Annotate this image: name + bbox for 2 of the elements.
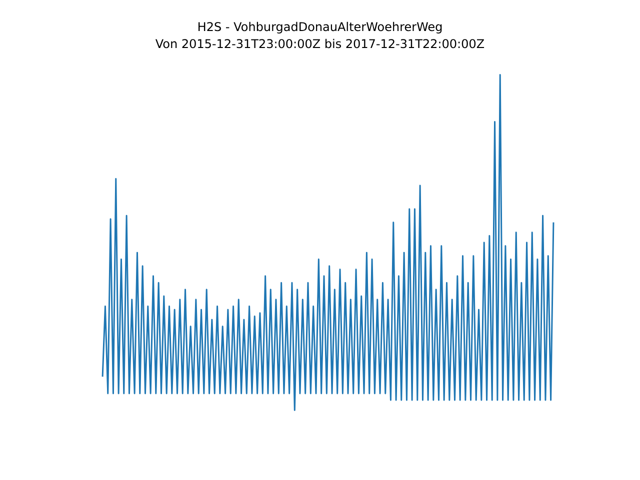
chart-subtitle: Von 2015-12-31T23:00:00Z bis 2017-12-31T22:00:00Z — [155, 38, 484, 48]
chart-title: H2S - VohburgadDonauAlterWoehrerWeg — [198, 22, 442, 34]
